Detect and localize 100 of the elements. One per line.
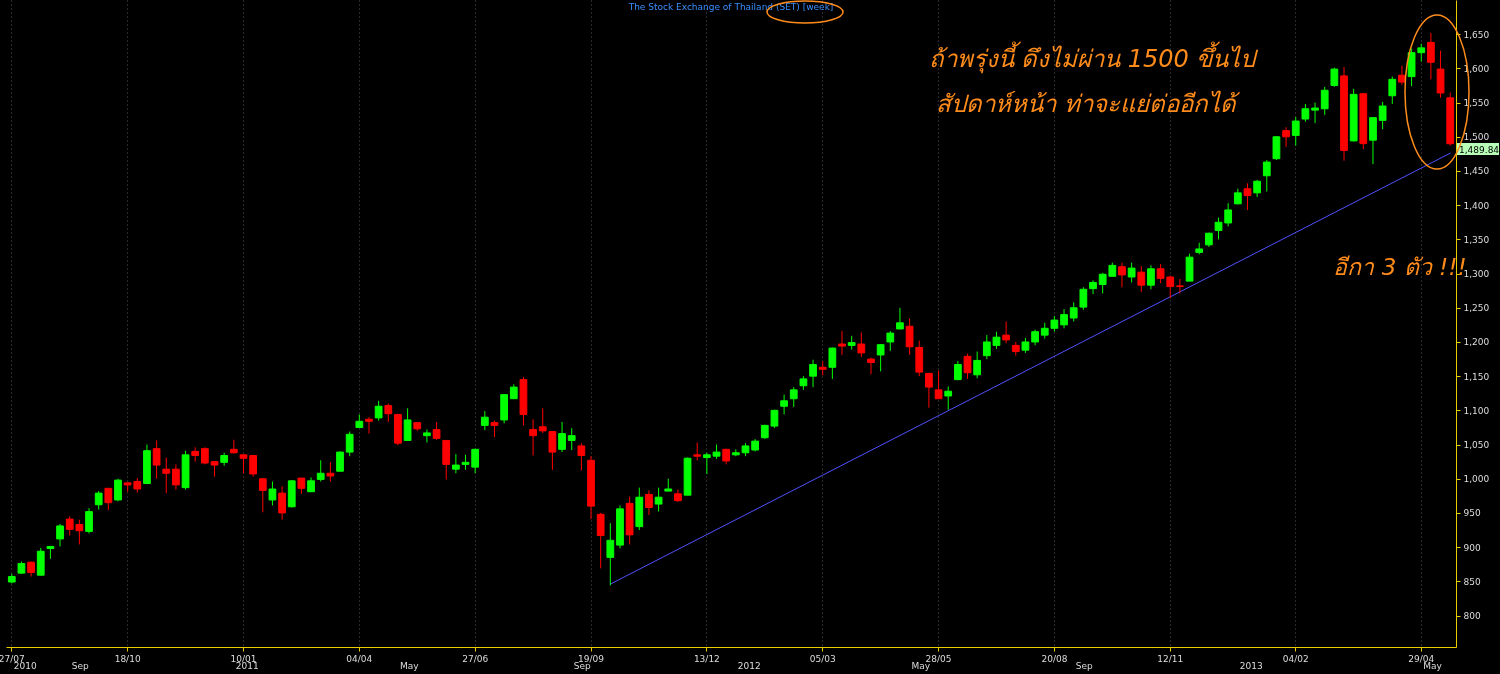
- candlestick: [104, 487, 113, 511]
- x-tick-label: 27/06: [462, 653, 489, 664]
- x-tick-label: 20/08: [1041, 653, 1068, 664]
- x-tick-label: 19/09: [578, 653, 605, 664]
- candlestick: [56, 523, 64, 547]
- candlestick: [1320, 86, 1329, 116]
- y-tick-label: 1,450: [1463, 166, 1490, 177]
- text: May: [399, 661, 420, 671]
- candlestick: [94, 490, 103, 511]
- candlestick: [867, 357, 875, 375]
- candlestick: [1176, 278, 1184, 294]
- x-tick-label: 13/12: [693, 653, 720, 664]
- candlestick: [828, 346, 837, 380]
- candlestick: [1369, 117, 1377, 165]
- candlestick: [1398, 65, 1406, 86]
- candlestick: [345, 431, 354, 457]
- candlestick: [1137, 265, 1146, 293]
- candlestick: [896, 307, 904, 330]
- y-tick-label: 800: [1463, 611, 1481, 622]
- text: 2012: [737, 661, 761, 671]
- candlestick: [606, 522, 615, 586]
- annotation: สัปดาห์หน้า ท่าจะแย่ต่ออีกได้: [936, 90, 1241, 118]
- candlestick: [1243, 182, 1252, 211]
- y-tick-label: 1,250: [1463, 303, 1490, 314]
- candlestick: [1147, 264, 1155, 290]
- text: Sep: [71, 661, 89, 671]
- candlestick: [973, 351, 982, 379]
- y-tick-label: 1,400: [1463, 200, 1490, 211]
- x-tick-label: 04/04: [346, 653, 373, 664]
- candlestick: [645, 489, 653, 516]
- annotation: ถ้าพรุ่งนี้ ดึงไม่ผ่าน 1500 ขึ้นไป: [928, 41, 1260, 74]
- candlestick: [596, 512, 605, 569]
- candlestick: [85, 507, 93, 534]
- candlestick: [316, 459, 325, 482]
- x-tick-label: 04/02: [1282, 653, 1309, 664]
- x-tick-label: 18/10: [114, 653, 141, 664]
- candlestick: [789, 386, 798, 408]
- candlestick: [857, 331, 866, 358]
- candlestick: [480, 410, 489, 431]
- y-tick-label: 1,200: [1463, 337, 1490, 348]
- candlestick: [278, 485, 286, 521]
- y-tick-label: 900: [1463, 542, 1481, 553]
- candlestick: [1311, 102, 1319, 124]
- candlestick: [172, 463, 180, 491]
- candlestick: [809, 359, 817, 388]
- text: May: [911, 661, 931, 671]
- y-tick-label: 950: [1463, 508, 1481, 519]
- x-tick-label: 27/07: [0, 653, 25, 664]
- candlestick: [423, 429, 431, 443]
- candlestick: [374, 400, 383, 422]
- text: 2011: [235, 661, 259, 671]
- text: Sep: [1075, 661, 1093, 671]
- y-tick-label: 1,000: [1463, 474, 1490, 485]
- candlestick: [577, 442, 586, 472]
- candlestick: [162, 457, 171, 494]
- candlestick: [258, 478, 267, 513]
- text: 2013: [1239, 661, 1263, 671]
- candlestick: [1272, 135, 1281, 161]
- candlestick: [1388, 76, 1397, 105]
- x-tick-label: 12/11: [1157, 653, 1184, 664]
- candlestick: [268, 480, 277, 506]
- y-tick-label: 1,650: [1463, 29, 1490, 40]
- candlestick: [36, 547, 45, 576]
- y-tick-label: 1,150: [1463, 371, 1490, 382]
- x-tick-label: 28/05: [925, 653, 952, 664]
- candlestick: [365, 416, 373, 435]
- candlestick: [384, 403, 393, 423]
- y-tick-label: 1,350: [1463, 234, 1490, 245]
- candlestick: [1282, 126, 1290, 148]
- text: Sep: [573, 661, 591, 671]
- candlestick: [1185, 253, 1194, 282]
- x-tick-label: 29/04: [1408, 653, 1435, 664]
- candlestick: [654, 487, 663, 513]
- text: 2010: [13, 661, 37, 671]
- y-tick-label: 1,100: [1463, 405, 1490, 416]
- text: May: [1423, 661, 1443, 671]
- chart-title: The Stock Exchange of Thailand (SET) [week]: [627, 2, 834, 12]
- candlestick: [567, 427, 576, 451]
- candlestick: [1427, 32, 1435, 80]
- candlestick: [838, 330, 846, 356]
- candlestick: [1262, 159, 1271, 192]
- candlestick: [1378, 101, 1387, 130]
- y-tick-label: 1,300: [1463, 269, 1490, 280]
- candlestick: [1127, 262, 1136, 283]
- candlestick: [905, 318, 914, 356]
- candlestick: [963, 353, 972, 380]
- text: 1,489.84: [1459, 144, 1500, 155]
- candlestick: [1002, 320, 1011, 344]
- y-tick-label: 1,050: [1463, 440, 1490, 451]
- candlestick: [1118, 262, 1126, 288]
- y-tick-label: 850: [1463, 576, 1481, 587]
- candlestick: [529, 418, 537, 456]
- candlestick: [1291, 116, 1300, 147]
- candlestick: [336, 450, 344, 472]
- candlestick: [944, 385, 953, 411]
- candlestick: [442, 439, 451, 480]
- candlestick: [1060, 308, 1068, 329]
- y-tick-label: 1,500: [1463, 132, 1490, 143]
- candlestick: [1089, 279, 1097, 295]
- candlestick: [876, 343, 885, 372]
